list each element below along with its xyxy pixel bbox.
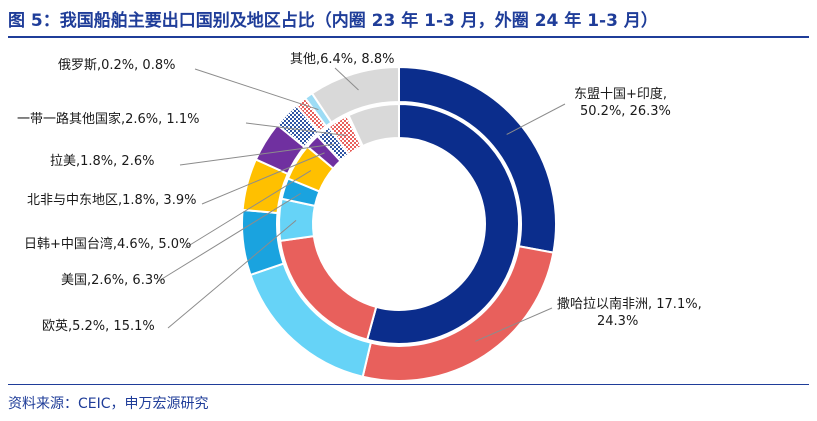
leader-line-1 <box>475 307 553 342</box>
leader-line-0 <box>506 103 566 135</box>
inner-slice-0 <box>365 102 520 345</box>
leader-line-6 <box>179 143 334 166</box>
data-label-9: 其他,6.4%, 8.8% <box>290 52 394 67</box>
leader-line-3 <box>156 193 301 283</box>
data-label-5: 北非与中东地区,1.8%, 3.9% <box>27 193 196 208</box>
data-label-1: 撒哈拉以南非洲, 17.1%, 24.3% <box>557 296 702 329</box>
outer-slice-3 <box>241 208 285 277</box>
data-labels: 东盟十国+印度, 50.2%, 26.3% 撒哈拉以南非洲, 17.1%, 24.3%… <box>17 52 702 334</box>
source-note: 资料来源：CEIC，申万宏源研究 <box>8 396 209 412</box>
data-label-6: 拉美,1.8%, 2.6% <box>50 154 154 169</box>
data-label-2: 欧英,5.2%, 15.1% <box>42 319 155 334</box>
leader-line-8 <box>194 68 319 111</box>
leader-line-2 <box>167 219 297 329</box>
data-label-7: 一带一路其他国家,2.6%, 1.1% <box>17 111 199 127</box>
footer-rule <box>8 384 809 385</box>
outer-slice-9 <box>310 65 400 124</box>
title-rule <box>8 36 809 38</box>
data-label-3: 美国,2.6%, 6.3% <box>61 273 165 288</box>
data-label-0: 东盟十国+印度, 50.2%, 26.3% <box>574 86 671 119</box>
data-label-8: 俄罗斯,0.2%, 0.8% <box>58 58 175 73</box>
data-label-4: 日韩+中国台湾,4.6%, 5.0% <box>24 236 191 252</box>
leader-line-7 <box>245 122 347 136</box>
inner-slice-9 <box>347 102 400 148</box>
leader-line-4 <box>184 170 312 249</box>
chart-title: 图 5：我国船舶主要出口国别及地区占比（内圈 23 年 1-3 月，外圈 24 … <box>8 11 658 31</box>
leader-line-5 <box>201 152 325 205</box>
leader-line-9 <box>334 67 359 91</box>
donut-segments <box>241 65 557 382</box>
leader-lines <box>156 67 566 342</box>
